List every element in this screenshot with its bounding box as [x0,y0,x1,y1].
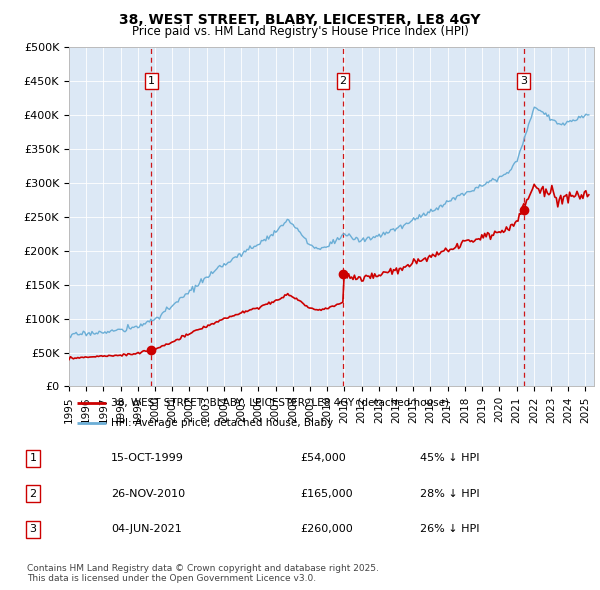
Text: 26% ↓ HPI: 26% ↓ HPI [420,525,479,534]
Text: 15-OCT-1999: 15-OCT-1999 [111,454,184,463]
Text: 38, WEST STREET, BLABY, LEICESTER, LE8 4GY: 38, WEST STREET, BLABY, LEICESTER, LE8 4… [119,13,481,27]
Text: 2: 2 [339,76,346,86]
Text: Price paid vs. HM Land Registry's House Price Index (HPI): Price paid vs. HM Land Registry's House … [131,25,469,38]
Text: 38, WEST STREET, BLABY, LEICESTER, LE8 4GY (detached house): 38, WEST STREET, BLABY, LEICESTER, LE8 4… [111,398,449,408]
Text: 28% ↓ HPI: 28% ↓ HPI [420,489,479,499]
Text: Contains HM Land Registry data © Crown copyright and database right 2025.
This d: Contains HM Land Registry data © Crown c… [27,563,379,583]
Text: 3: 3 [520,76,527,86]
Text: 2: 2 [29,489,37,499]
Text: 1: 1 [29,454,37,463]
Text: £165,000: £165,000 [300,489,353,499]
Text: 1: 1 [148,76,155,86]
Text: HPI: Average price, detached house, Blaby: HPI: Average price, detached house, Blab… [111,418,333,428]
Text: 3: 3 [29,525,37,534]
Text: £260,000: £260,000 [300,525,353,534]
Text: 26-NOV-2010: 26-NOV-2010 [111,489,185,499]
Text: £54,000: £54,000 [300,454,346,463]
Text: 45% ↓ HPI: 45% ↓ HPI [420,454,479,463]
Text: 04-JUN-2021: 04-JUN-2021 [111,525,182,534]
